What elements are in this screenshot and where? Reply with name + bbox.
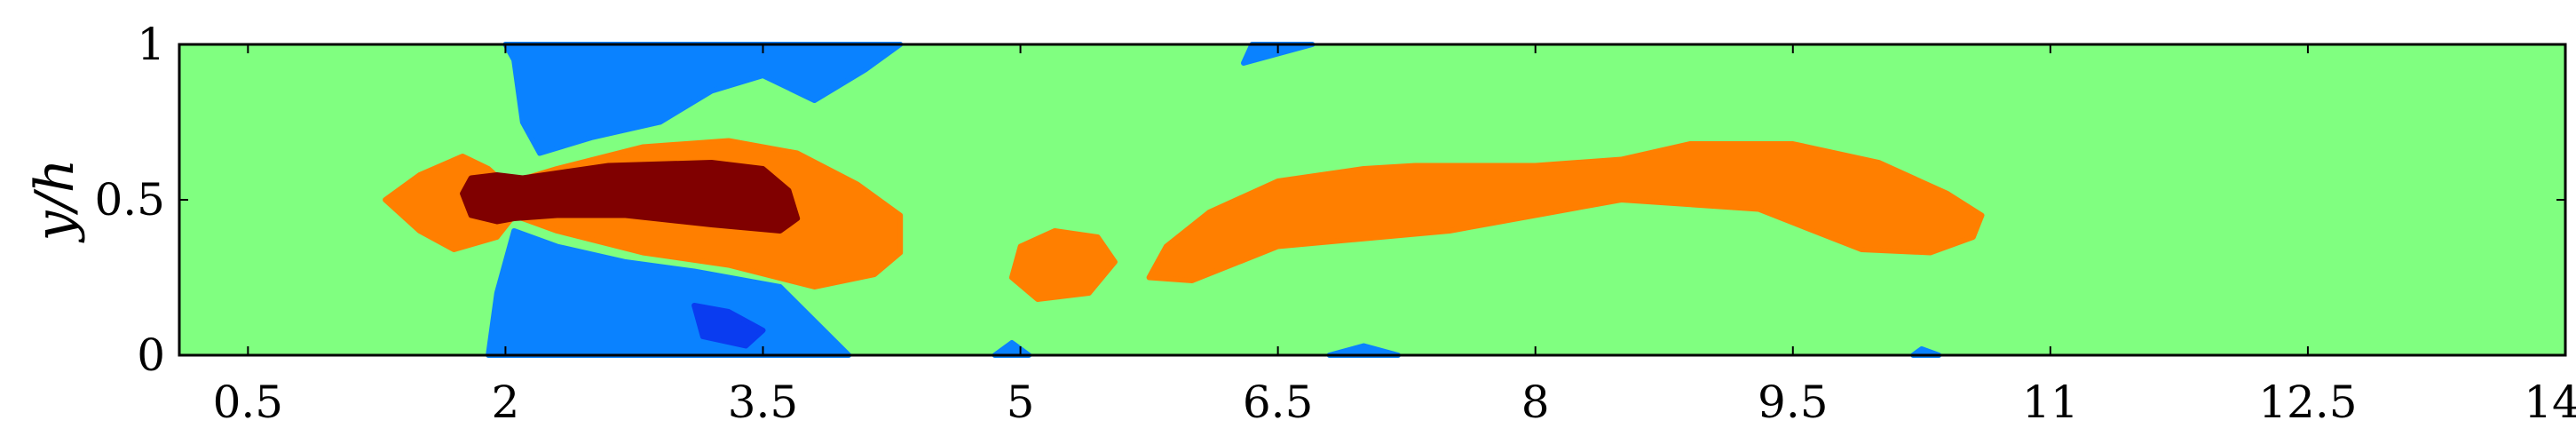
contour-region-negative	[502, 42, 904, 156]
y-axis-label: y/h	[24, 159, 86, 244]
y-tick-label: 0.5	[94, 174, 165, 226]
x-tick-label: 2	[492, 377, 520, 428]
x-tick-label: 5	[1007, 377, 1035, 428]
contour-region-strong-positive	[460, 160, 801, 234]
contour-region-negative	[486, 228, 852, 358]
contour-region-strong-negative	[691, 303, 766, 349]
contour-region-positive	[1008, 228, 1118, 302]
y-axis-ticks: 00.51	[94, 19, 2565, 381]
y-tick-label: 0	[137, 329, 165, 381]
contour-region-positive	[1146, 141, 1985, 283]
x-tick-label: 14	[2524, 377, 2576, 428]
x-axis-ticks: 0.5 2 3.5 5 6.5 8 9.5 11 12.5 14	[213, 44, 2576, 428]
x-tick-label: 9.5	[1758, 377, 1829, 428]
x-tick-label: 3.5	[728, 377, 799, 428]
y-tick-label: 1	[137, 19, 165, 70]
x-tick-label: 0.5	[213, 377, 284, 428]
x-tick-label: 8	[1521, 377, 1550, 428]
x-tick-label: 12.5	[2258, 377, 2357, 428]
x-tick-label: 6.5	[1243, 377, 1314, 428]
x-tick-label: 11	[2022, 377, 2079, 428]
contour-regions	[383, 42, 1985, 358]
